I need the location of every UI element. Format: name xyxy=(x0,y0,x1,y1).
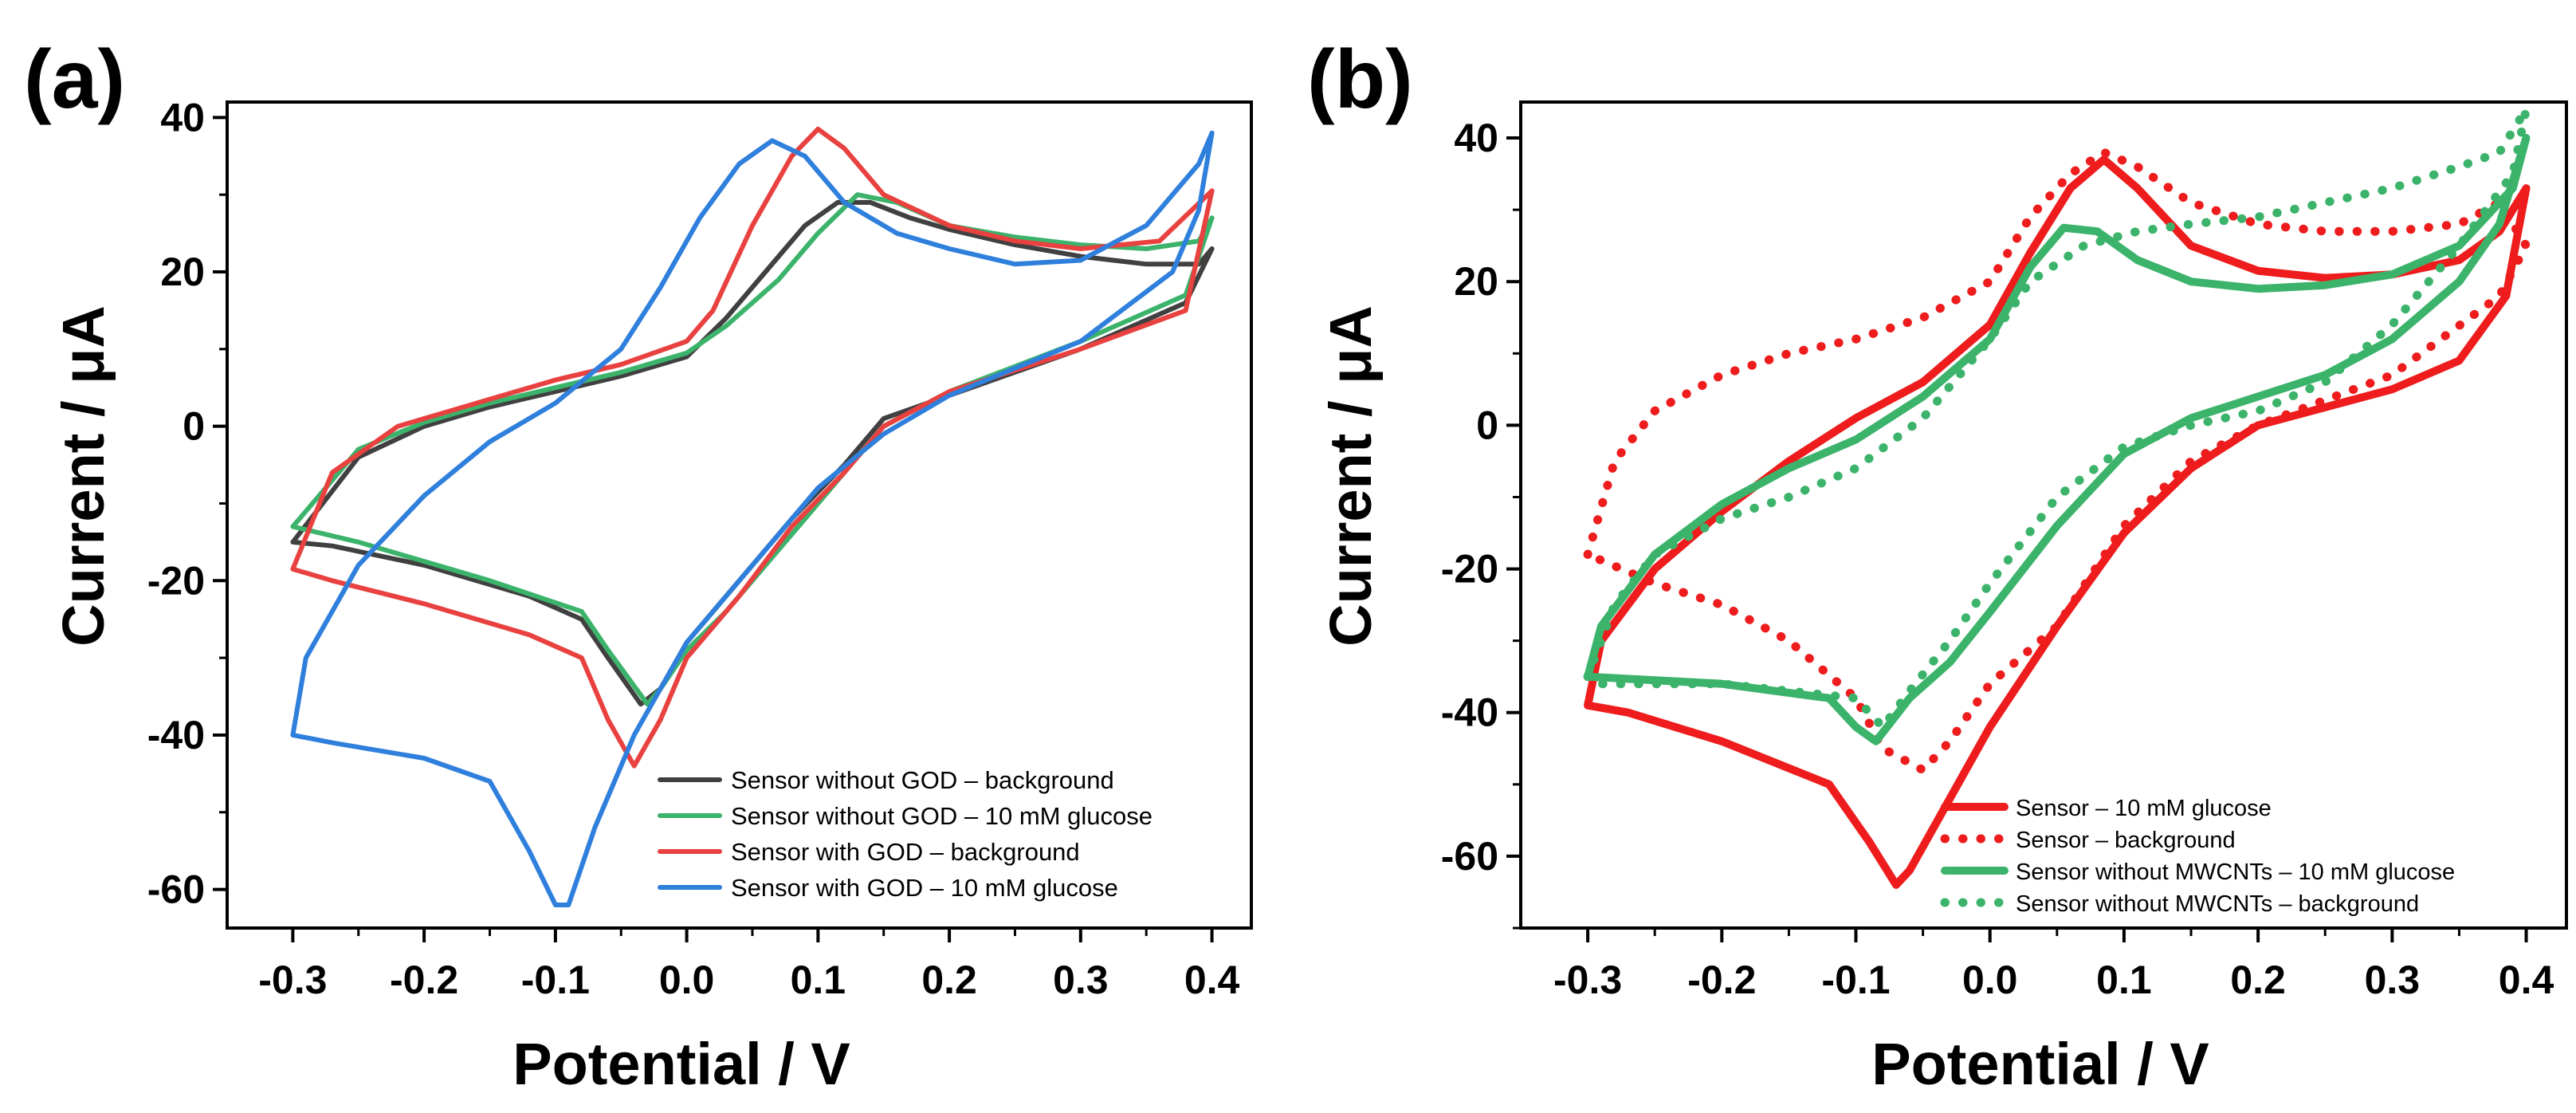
panel-b-series-group xyxy=(1583,104,2531,889)
panel-b-x-axis-title: Potential / V xyxy=(1871,1031,2209,1097)
panel-a-series-sensor-with-god-background xyxy=(290,126,1215,769)
panel-a-y-tick-label: -20 xyxy=(147,558,205,603)
panel-b-legend-label: Sensor – 10 mM glucose xyxy=(2016,796,2272,821)
panel-b-y-tick-label: -40 xyxy=(1441,690,1498,735)
panel-a-x-tick-labels: -0.3 -0.2 -0.1 0.0 0.1 0.2 0.3 0.4 xyxy=(258,958,1239,1002)
panel-a-y-tick-label: 40 xyxy=(160,95,205,140)
panel-b-x-tick-label: 0.3 xyxy=(2365,958,2421,1002)
panel-b-series-sensor-background xyxy=(1583,147,2531,775)
panel-b-y-tick-label: 0 xyxy=(1476,403,1498,447)
panel-a-legend-label: Sensor with GOD – background xyxy=(731,838,1080,866)
panel-b-y-tick-label: -60 xyxy=(1441,834,1498,879)
panel-b-x-tick-labels: -0.3 -0.2 -0.1 0.0 0.1 0.2 0.3 0.4 xyxy=(1553,958,2554,1002)
panel-b-y-tick-label: -20 xyxy=(1441,547,1498,592)
panel-a-legend: Sensor without GOD – background Sensor wi… xyxy=(658,766,1153,902)
panel-b-x-tick-label: -0.1 xyxy=(1821,958,1890,1002)
panel-b-x-tick-label: 0.4 xyxy=(2499,958,2554,1002)
panel-a-x-axis-title: Potential / V xyxy=(512,1031,850,1097)
panel-a-x-tick-label: -0.2 xyxy=(390,958,458,1002)
panel-a-series-sensor-without-god-background xyxy=(290,199,1215,707)
panel-a-y-tick-label: 20 xyxy=(160,250,205,294)
panel-a-y-tick-label: 0 xyxy=(183,404,205,449)
panel-a-x-tick-label: 0.1 xyxy=(791,958,846,1002)
panel-b-y-axis-title: Current / μA xyxy=(1317,305,1384,647)
panel-a-x-tick-label: -0.3 xyxy=(258,958,327,1002)
panel-a-series-sensor-with-god-10-mm-glucose xyxy=(290,130,1215,907)
panel-b-letter: (b) xyxy=(1307,33,1413,126)
panel-b-legend-label: Sensor without MWCNTs – 10 mM glucose xyxy=(2016,859,2455,885)
panel-a-legend-label: Sensor without GOD – background xyxy=(731,766,1114,794)
panel-b-x-tick-label: -0.2 xyxy=(1687,958,1756,1002)
panel-a-legend-label: Sensor without GOD – 10 mM glucose xyxy=(731,802,1153,830)
panel-a-x-tick-label: 0.3 xyxy=(1053,958,1109,1002)
panel-a-series-sensor-without-god-10-mm-glucose xyxy=(290,192,1215,707)
panel-b-y-tick-label: 40 xyxy=(1454,116,1498,160)
panel-b-x-tick-label: 0.0 xyxy=(1962,958,2018,1002)
panel-a-y-axis-title: Current / μA xyxy=(50,305,116,647)
panel-a-ticks xyxy=(213,116,1214,942)
panel-a-y-tick-label: -60 xyxy=(147,867,205,912)
panel-b-x-tick-label: 0.1 xyxy=(2096,958,2152,1002)
panel-a-y-tick-label: -40 xyxy=(147,713,205,757)
panel-a-x-tick-label: -0.1 xyxy=(521,958,590,1002)
panel-b-series-sensor-without-mwcnts-background xyxy=(1583,104,2531,732)
panel-a-x-tick-label: 0.0 xyxy=(659,958,715,1002)
panel-b-series-sensor-10-mm-glucose xyxy=(1584,155,2531,889)
panel-a-legend-label: Sensor with GOD – 10 mM glucose xyxy=(731,874,1118,902)
panel-a-x-tick-label: 0.2 xyxy=(921,958,977,1002)
panel-b-y-tick-labels: -60 -40 -20 0 20 40 xyxy=(1441,116,1498,879)
panel-a-plot-frame xyxy=(226,100,1253,930)
panel-b-x-tick-label: -0.3 xyxy=(1553,958,1622,1002)
panel-b-ticks xyxy=(1506,136,2528,942)
panel-b: (b) -0.3 -0.2 -0.1 0.0 0.1 0.2 0.3 0.4 -60 -40 -2… xyxy=(1307,33,2568,1097)
panel-a-y-tick-labels: -60 -40 -20 0 20 40 xyxy=(147,95,205,911)
panel-b-plot-frame xyxy=(1519,100,2568,930)
panel-a-series-group xyxy=(290,126,1215,907)
panel-b-series-sensor-without-mwcnts-10-mm-glucose xyxy=(1584,134,2531,745)
panel-a-x-tick-label: 0.4 xyxy=(1184,958,1240,1002)
panel-a-letter: (a) xyxy=(24,33,125,126)
panel-b-legend-label: Sensor – background xyxy=(2016,828,2236,853)
panel-b-y-tick-label: 20 xyxy=(1454,259,1498,304)
panel-a: (a) -0.3 -0.2 -0.1 0.0 0.1 0.2 0.3 0.4 -60 -40 -2… xyxy=(24,33,1253,1097)
panel-b-x-tick-label: 0.2 xyxy=(2230,958,2286,1002)
panel-b-legend: Sensor – 10 mM glucose Sensor – backgroun… xyxy=(1940,796,2455,917)
panel-b-legend-label: Sensor without MWCNTs – background xyxy=(2016,891,2419,917)
